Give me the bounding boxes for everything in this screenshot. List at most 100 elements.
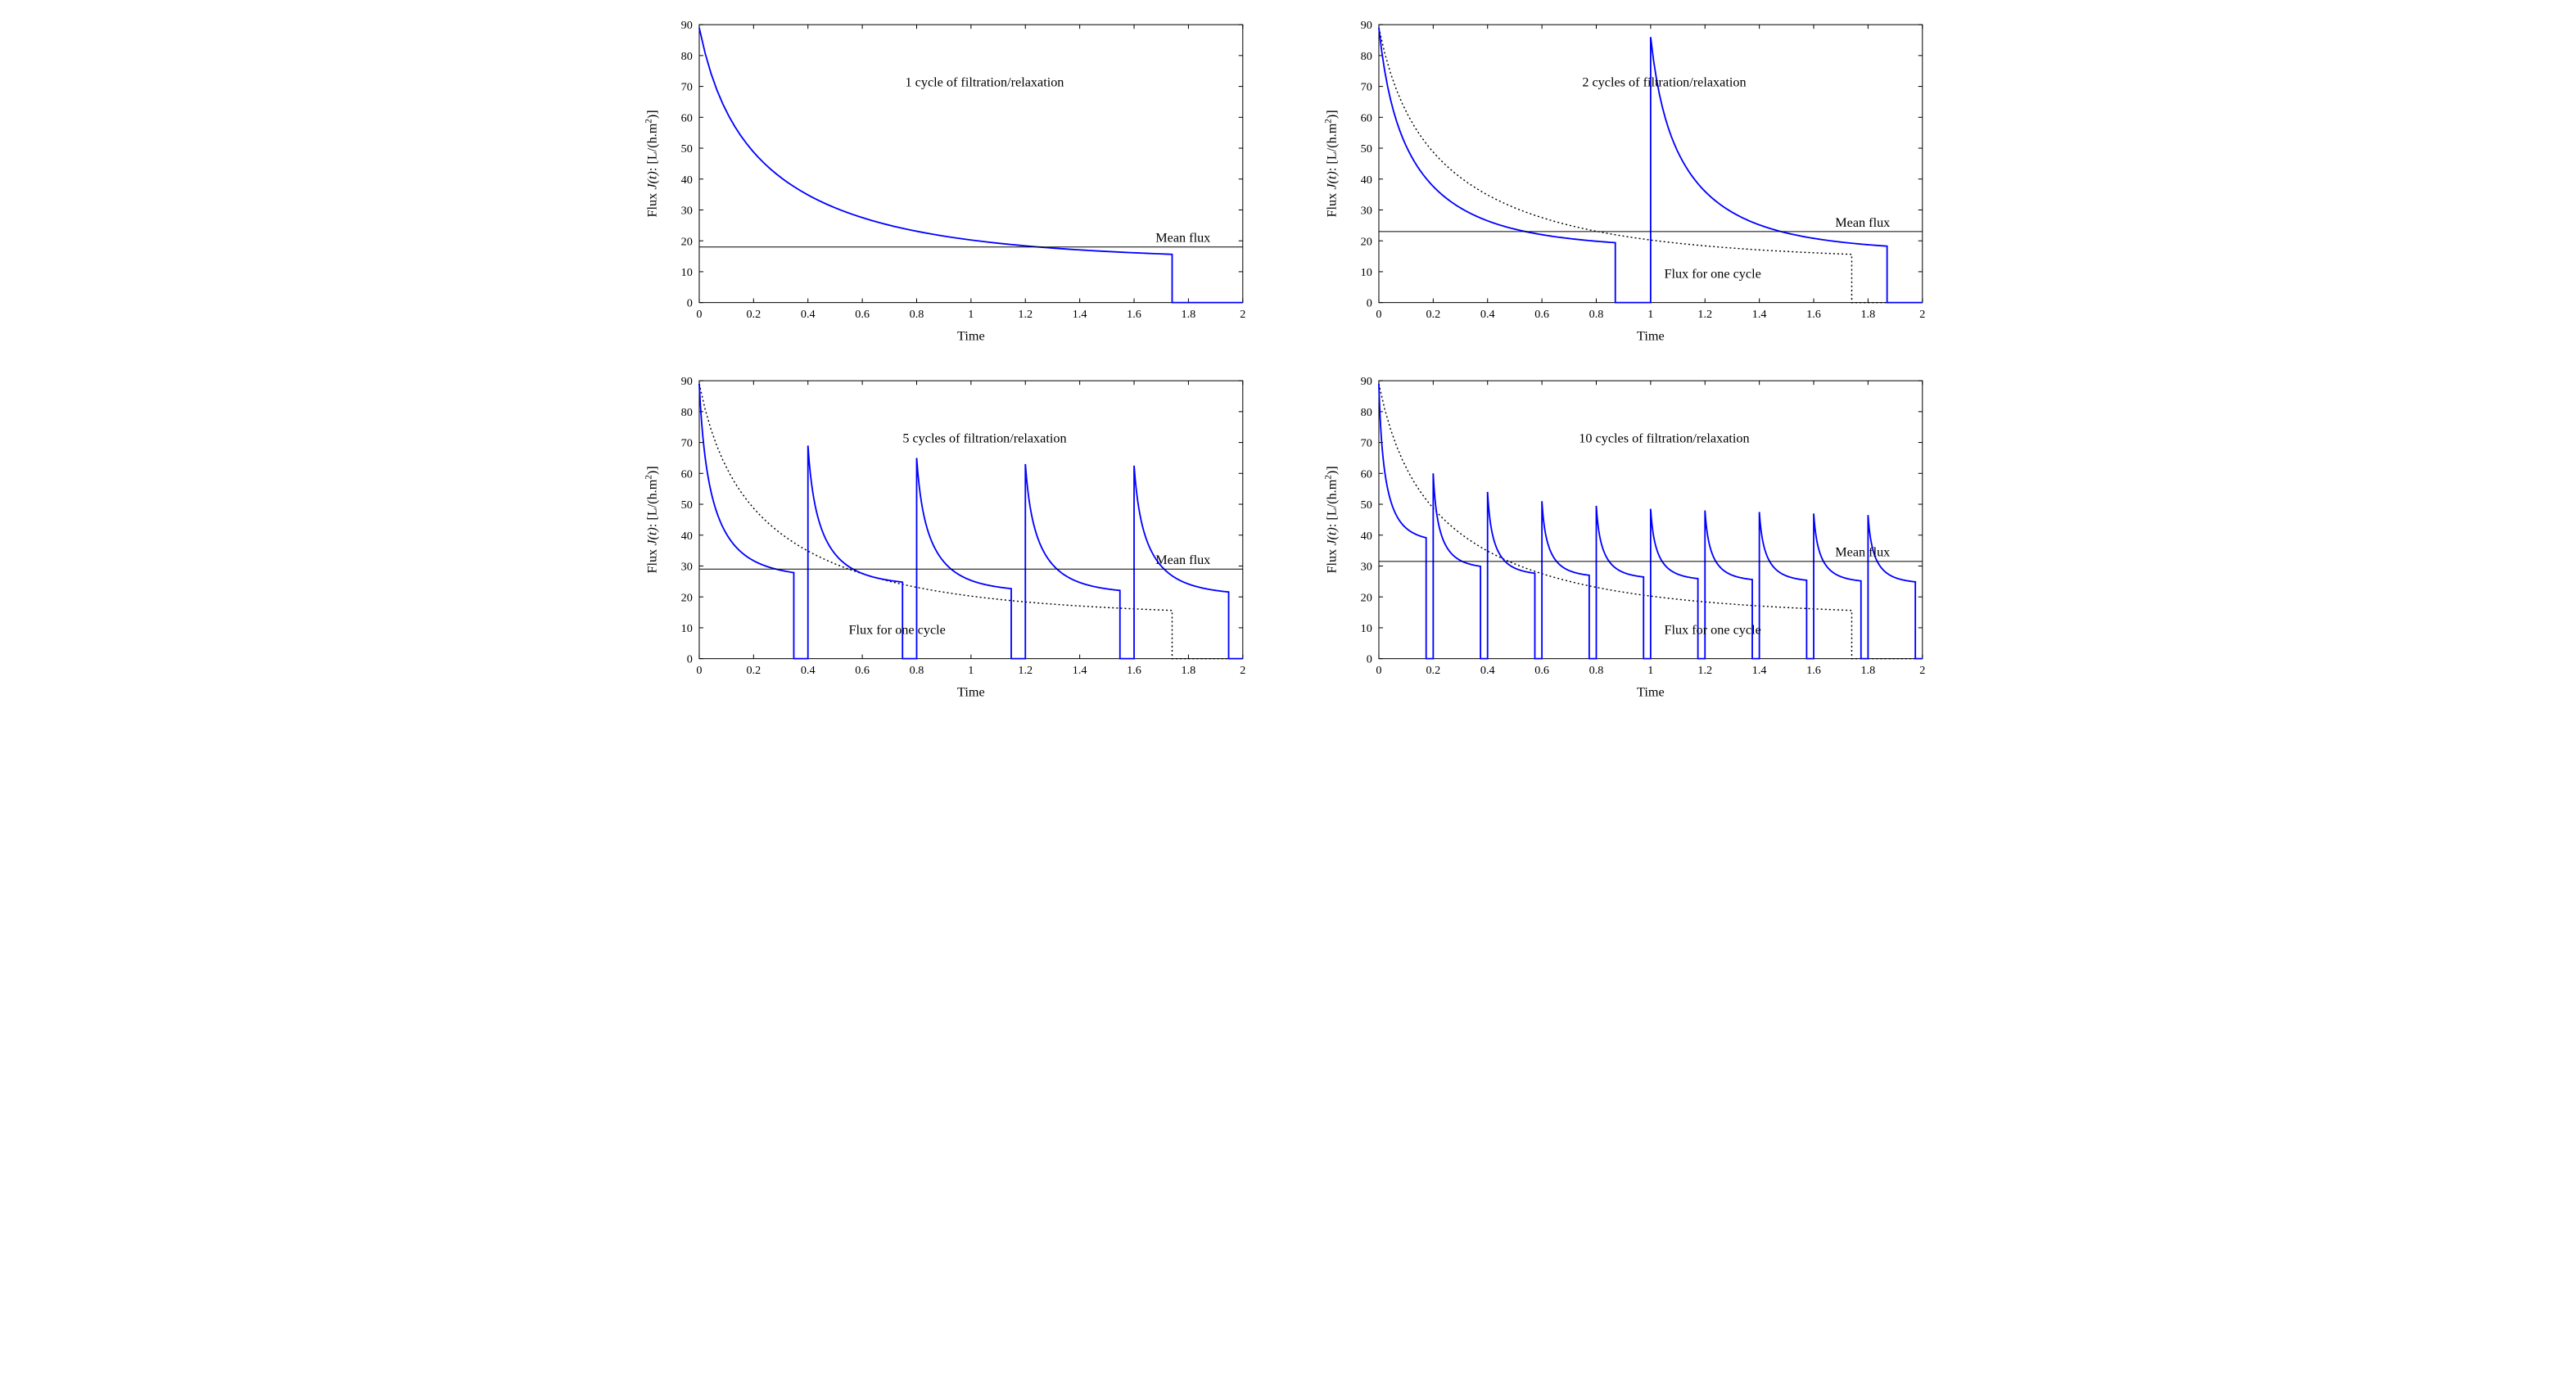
- svg-text:1.8: 1.8: [1861, 308, 1876, 321]
- svg-text:0.6: 0.6: [1534, 308, 1549, 321]
- reference-label: Flux for one cycle: [849, 623, 946, 638]
- mean-flux-label: Mean flux: [1835, 545, 1890, 560]
- svg-text:90: 90: [1361, 19, 1372, 32]
- panel-title: 2 cycles of filtration/relaxation: [1582, 75, 1746, 90]
- svg-text:1.2: 1.2: [1018, 664, 1033, 677]
- svg-text:1: 1: [968, 664, 974, 677]
- svg-text:50: 50: [1361, 499, 1372, 512]
- svg-text:2: 2: [1919, 664, 1925, 677]
- svg-text:0: 0: [1376, 664, 1381, 677]
- flux-curve: [699, 384, 1243, 659]
- mean-flux-label: Mean flux: [1155, 231, 1210, 246]
- svg-text:10: 10: [1361, 622, 1372, 635]
- svg-text:30: 30: [681, 205, 693, 218]
- svg-text:0: 0: [687, 297, 693, 310]
- svg-text:30: 30: [1361, 205, 1372, 218]
- svg-text:1.6: 1.6: [1127, 664, 1141, 677]
- svg-text:60: 60: [1361, 111, 1372, 124]
- svg-text:30: 30: [681, 561, 693, 574]
- svg-text:50: 50: [681, 142, 693, 156]
- svg-text:10: 10: [681, 266, 693, 279]
- svg-text:70: 70: [1361, 81, 1372, 94]
- panel-5-cycles: 00.20.40.60.811.21.41.61.820102030405060…: [641, 372, 1255, 704]
- svg-text:1.8: 1.8: [1182, 308, 1196, 321]
- svg-text:2: 2: [1919, 308, 1925, 321]
- svg-text:2: 2: [1240, 308, 1245, 321]
- svg-text:0.6: 0.6: [1534, 664, 1549, 677]
- reference-label: Flux for one cycle: [1664, 623, 1760, 638]
- svg-text:10: 10: [1361, 266, 1372, 279]
- svg-text:1: 1: [968, 308, 974, 321]
- svg-text:0.6: 0.6: [855, 308, 870, 321]
- svg-text:60: 60: [681, 468, 693, 481]
- svg-text:0.8: 0.8: [1589, 664, 1604, 677]
- svg-text:1.4: 1.4: [1073, 664, 1087, 677]
- svg-text:1.8: 1.8: [1182, 664, 1196, 677]
- panel-title: 10 cycles of filtration/relaxation: [1579, 431, 1749, 446]
- reference-one-cycle-line: [699, 384, 1243, 659]
- svg-text:1.6: 1.6: [1806, 308, 1821, 321]
- x-axis-label: Time: [1637, 328, 1665, 343]
- svg-text:0.2: 0.2: [1426, 308, 1440, 321]
- svg-text:40: 40: [1361, 530, 1372, 543]
- svg-text:0.8: 0.8: [1589, 308, 1604, 321]
- svg-text:80: 80: [681, 406, 693, 419]
- svg-text:80: 80: [1361, 406, 1372, 419]
- svg-text:0: 0: [1367, 297, 1372, 310]
- flux-curve: [1379, 384, 1923, 659]
- svg-text:1: 1: [1647, 664, 1653, 677]
- svg-text:1: 1: [1647, 308, 1653, 321]
- svg-text:1.2: 1.2: [1018, 308, 1033, 321]
- svg-text:70: 70: [1361, 437, 1372, 450]
- svg-text:50: 50: [681, 499, 693, 512]
- svg-text:0.4: 0.4: [801, 664, 816, 677]
- svg-text:2: 2: [1240, 664, 1245, 677]
- svg-text:0: 0: [687, 653, 693, 666]
- svg-text:40: 40: [1361, 174, 1372, 187]
- reference-label: Flux for one cycle: [1664, 266, 1760, 281]
- y-axis-label: Flux J(t): [L/(h.m2)]: [644, 110, 659, 217]
- panel-2-cycles: 00.20.40.60.811.21.41.61.820102030405060…: [1321, 16, 1935, 348]
- svg-text:90: 90: [681, 19, 693, 32]
- flux-curve: [699, 28, 1243, 303]
- svg-text:0: 0: [1376, 308, 1381, 321]
- svg-text:0.8: 0.8: [910, 664, 924, 677]
- svg-text:1.2: 1.2: [1697, 664, 1712, 677]
- svg-text:60: 60: [681, 111, 693, 124]
- y-axis-label: Flux J(t): [L/(h.m2)]: [1323, 467, 1339, 574]
- panel-10-cycles: 00.20.40.60.811.21.41.61.820102030405060…: [1321, 372, 1935, 704]
- panel-title: 1 cycle of filtration/relaxation: [906, 75, 1064, 90]
- panel-1-cycle: 00.20.40.60.811.21.41.61.820102030405060…: [641, 16, 1255, 348]
- svg-text:20: 20: [1361, 235, 1372, 248]
- svg-text:30: 30: [1361, 561, 1372, 574]
- svg-text:70: 70: [681, 81, 693, 94]
- svg-text:80: 80: [681, 50, 693, 63]
- svg-text:1.6: 1.6: [1127, 308, 1141, 321]
- svg-text:0: 0: [696, 308, 702, 321]
- panel-title: 5 cycles of filtration/relaxation: [902, 431, 1066, 446]
- svg-text:10: 10: [681, 622, 693, 635]
- mean-flux-label: Mean flux: [1155, 553, 1210, 568]
- svg-text:0: 0: [1367, 653, 1372, 666]
- svg-text:90: 90: [681, 376, 693, 389]
- svg-text:1.4: 1.4: [1752, 308, 1767, 321]
- svg-text:0.8: 0.8: [910, 308, 924, 321]
- svg-text:20: 20: [681, 235, 693, 248]
- flux-curve: [1379, 28, 1923, 303]
- svg-text:0.2: 0.2: [746, 664, 761, 677]
- svg-text:60: 60: [1361, 468, 1372, 481]
- y-axis-label: Flux J(t): [L/(h.m2)]: [644, 467, 659, 574]
- svg-text:80: 80: [1361, 50, 1372, 63]
- svg-text:1.6: 1.6: [1806, 664, 1821, 677]
- svg-text:1.4: 1.4: [1073, 308, 1087, 321]
- svg-text:90: 90: [1361, 376, 1372, 389]
- chart-grid: 00.20.40.60.811.21.41.61.820102030405060…: [641, 16, 1935, 705]
- x-axis-label: Time: [957, 685, 985, 700]
- svg-text:0.2: 0.2: [746, 308, 761, 321]
- svg-text:20: 20: [681, 592, 693, 605]
- svg-text:0.2: 0.2: [1426, 664, 1440, 677]
- svg-text:40: 40: [681, 530, 693, 543]
- svg-text:0.6: 0.6: [855, 664, 870, 677]
- svg-text:0.4: 0.4: [801, 308, 816, 321]
- svg-text:50: 50: [1361, 142, 1372, 156]
